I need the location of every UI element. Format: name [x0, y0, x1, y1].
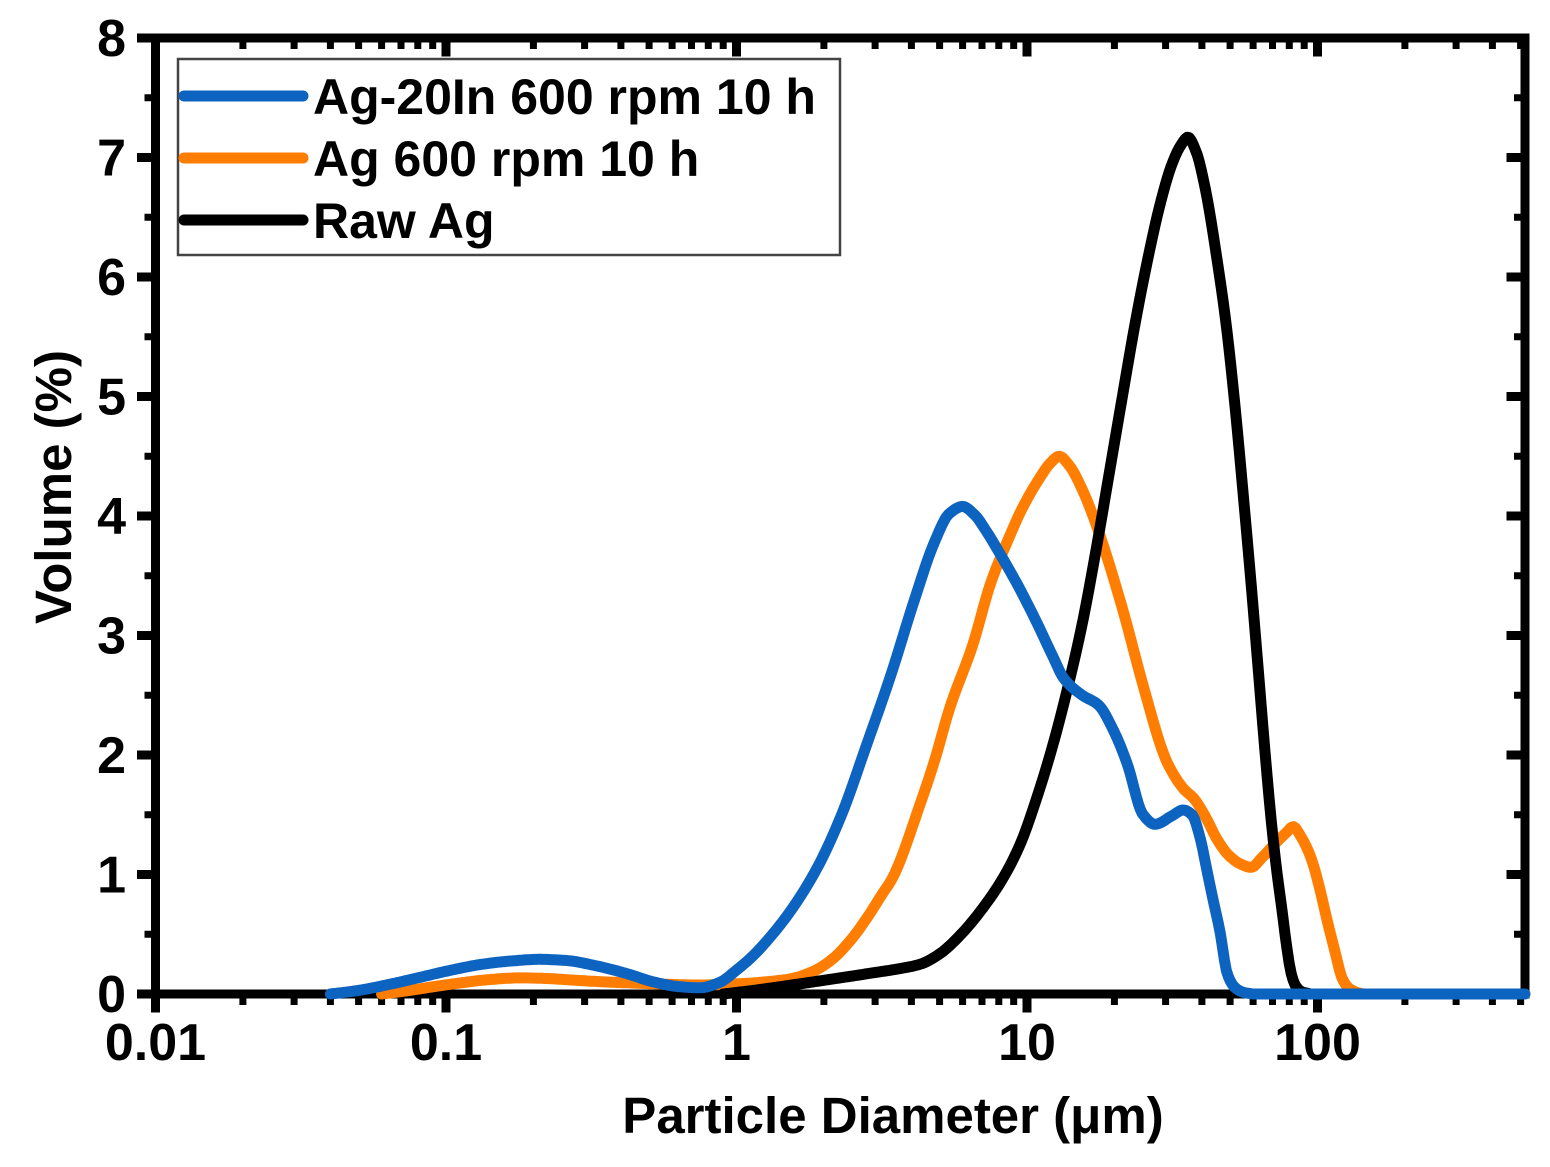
svg-text:10: 10 — [998, 1014, 1056, 1072]
svg-text:Ag 600 rpm 10 h: Ag 600 rpm 10 h — [313, 131, 699, 187]
svg-text:0.1: 0.1 — [410, 1014, 482, 1072]
svg-text:100: 100 — [1274, 1014, 1361, 1072]
svg-text:6: 6 — [97, 249, 126, 307]
svg-text:1: 1 — [722, 1014, 751, 1072]
svg-text:3: 3 — [97, 608, 126, 666]
svg-text:Volume (%): Volume (%) — [25, 350, 82, 624]
svg-text:4: 4 — [97, 488, 126, 546]
svg-text:1: 1 — [97, 847, 126, 905]
svg-text:2: 2 — [97, 727, 126, 785]
svg-text:Particle Diameter (μm): Particle Diameter (μm) — [622, 1087, 1163, 1144]
svg-text:0.01: 0.01 — [105, 1014, 206, 1072]
svg-text:8: 8 — [97, 10, 126, 68]
svg-text:Raw Ag: Raw Ag — [313, 193, 495, 249]
svg-text:0: 0 — [97, 966, 126, 1024]
svg-text:7: 7 — [97, 130, 126, 188]
svg-text:5: 5 — [97, 369, 126, 427]
svg-text:Ag-20In 600 rpm 10 h: Ag-20In 600 rpm 10 h — [313, 69, 816, 125]
